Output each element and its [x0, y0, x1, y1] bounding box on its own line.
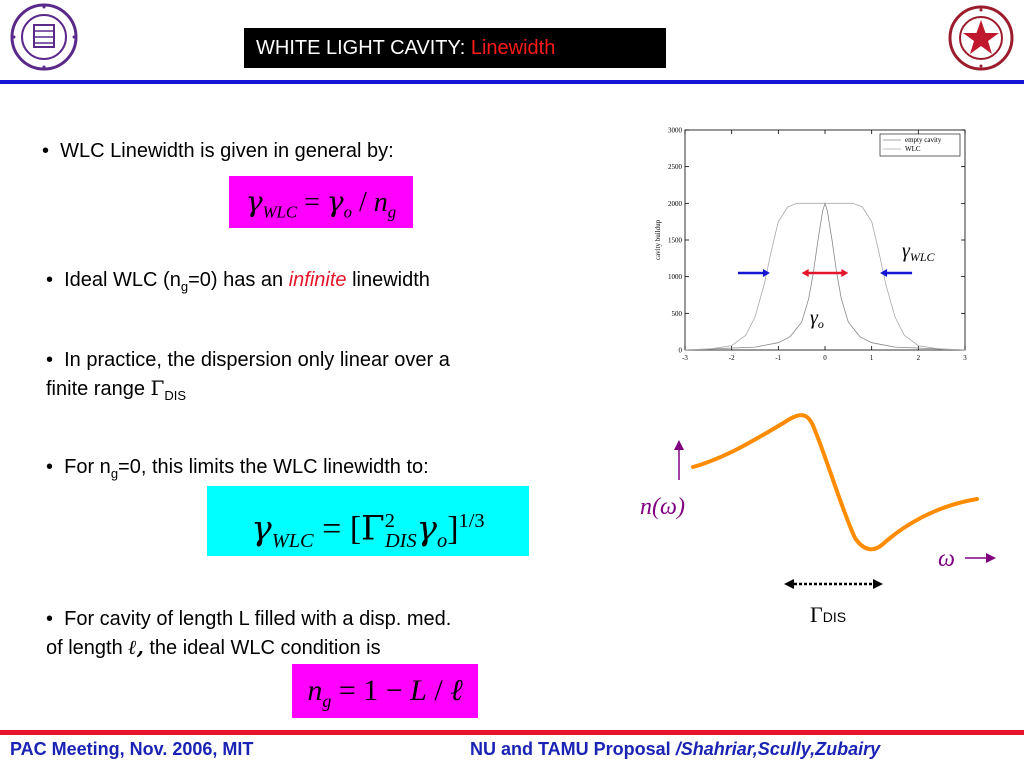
- slide-title: WHITE LIGHT CAVITY: Linewidth: [244, 28, 666, 68]
- omega-label: ω: [938, 546, 955, 572]
- gamma-wlc-label: γWLC: [902, 240, 936, 264]
- plot-frame: [684, 129, 966, 351]
- y-tick-label: 0: [679, 347, 683, 355]
- bullet-1-text: WLC Linewidth is given in general by:: [60, 140, 394, 162]
- equation-linewidth-general: γWLC = γo / ng: [229, 176, 413, 228]
- y-tick-label: 3000: [668, 127, 683, 135]
- bottom-divider: [0, 730, 1024, 735]
- y-tick-label: 2500: [668, 163, 683, 171]
- equation-linewidth-limit: γWLC = [Γ2DISγo]1/3: [207, 486, 529, 556]
- y-tick-label: 1500: [668, 237, 683, 245]
- gamma-dis-label: ΓDIS: [810, 602, 846, 627]
- gamma-dis-range-arrow: [784, 579, 883, 589]
- footer-right: NU and TAMU Proposal /Shahriar,Scully,Zu…: [470, 739, 881, 759]
- bullet-3: • In practice, the dispersion only linea…: [46, 349, 450, 403]
- cavity-buildup-chart: -3 -2 -1 0 1 2 3 0 500 1000 1500 2000 2500 3000 cavity…: [654, 127, 967, 363]
- wlc-width-arrows: [737, 269, 913, 277]
- n-axis-arrow: [674, 440, 684, 480]
- dispersion-sketch: n(ω) ω ΓDIS: [640, 413, 996, 627]
- x-tick-label: 3: [963, 354, 967, 362]
- x-tick-label: 1: [870, 354, 874, 362]
- bullet-2: • Ideal WLC (ng=0) has an infinite linew…: [46, 269, 430, 294]
- x-tick-label: -1: [775, 354, 781, 362]
- top-divider: [0, 80, 1024, 84]
- footer-left: PAC Meeting, Nov. 2006, MIT: [10, 739, 254, 759]
- equation-ideal-wlc-condition: ng = 1 − L / ℓ: [292, 664, 478, 718]
- bullet-5: • For cavity of length L filled with a d…: [46, 608, 452, 659]
- infinite-emphasis: infinite: [288, 269, 347, 291]
- legend-box: [879, 133, 961, 157]
- gamma-o-label: γo: [810, 307, 824, 331]
- x-tick-label: 2: [917, 354, 921, 362]
- series-line-empty-cavity: [684, 201, 966, 351]
- n-omega-label: n(ω): [640, 494, 685, 520]
- title-main: WHITE LIGHT CAVITY:: [256, 37, 466, 59]
- title-accent: Linewidth: [470, 37, 556, 59]
- empty-cavity-width-arrows: [801, 269, 849, 277]
- y-tick-label: 500: [672, 310, 683, 318]
- y-tick-label: 2000: [668, 200, 683, 208]
- northwestern-seal-logo: [10, 3, 78, 71]
- bullet-4: • For ng=0, this limits the WLC linewidt…: [46, 456, 429, 481]
- y-tick-label: 1000: [668, 273, 683, 281]
- legend-label: empty cavity: [905, 136, 942, 144]
- series-line-wlc: [684, 202, 966, 351]
- x-tick-label: 0: [823, 354, 827, 362]
- omega-axis-arrow: [965, 553, 996, 563]
- refractive-index-curve: [691, 413, 979, 552]
- bullet-1: • WLC Linewidth is given in general by:: [42, 140, 394, 162]
- x-tick-label: -2: [729, 354, 735, 362]
- x-tick-label: -3: [682, 354, 688, 362]
- legend-label: WLC: [905, 145, 921, 153]
- y-axis-label: cavity buildup: [654, 219, 662, 260]
- texas-am-seal-logo: [948, 5, 1014, 71]
